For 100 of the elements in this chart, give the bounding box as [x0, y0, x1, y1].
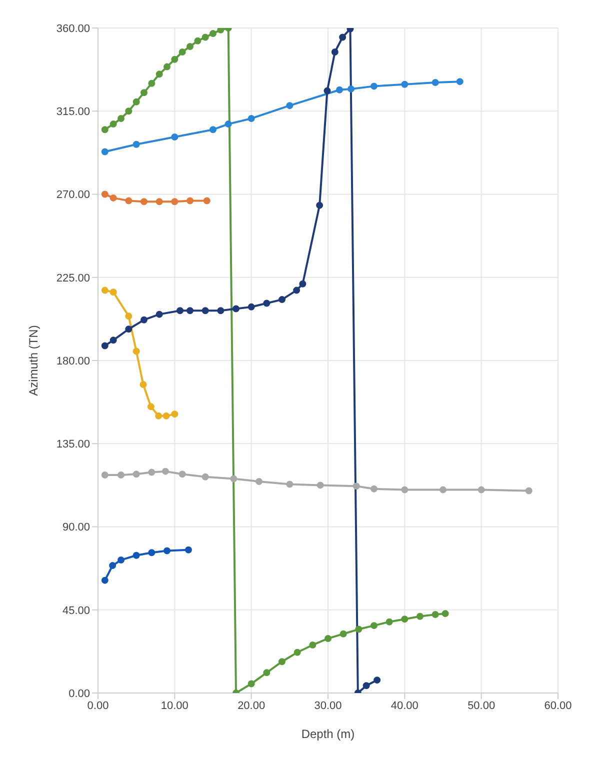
point — [217, 28, 224, 34]
point — [164, 63, 170, 70]
point — [140, 89, 148, 96]
point — [202, 473, 209, 480]
point — [148, 549, 156, 556]
point — [178, 470, 186, 478]
point — [171, 198, 178, 206]
point — [355, 626, 362, 633]
point — [140, 381, 147, 388]
point — [232, 305, 240, 312]
point — [352, 482, 360, 490]
x-tick-label: 10.00 — [160, 700, 188, 712]
point — [148, 80, 156, 87]
point — [186, 307, 194, 314]
point — [125, 312, 132, 320]
y-tick-label: 225.00 — [56, 272, 90, 284]
point — [386, 618, 393, 626]
point — [278, 658, 286, 666]
y-axis-title: Azimuth (TN) — [26, 325, 40, 396]
point — [340, 630, 347, 638]
y-tick-label: 0.00 — [68, 688, 90, 700]
x-tick-label: 50.00 — [468, 700, 496, 712]
point — [164, 547, 170, 554]
point — [101, 126, 108, 134]
point — [370, 622, 378, 630]
point — [140, 198, 148, 206]
x-tick-label: 30.00 — [314, 700, 342, 712]
point — [110, 194, 117, 202]
point — [147, 403, 154, 410]
point — [132, 470, 140, 478]
point — [203, 197, 210, 204]
point — [331, 48, 338, 56]
point — [309, 641, 316, 648]
point — [286, 480, 294, 488]
point — [294, 648, 301, 656]
point — [324, 635, 332, 642]
point — [401, 616, 408, 623]
point — [248, 680, 255, 688]
point — [316, 482, 324, 489]
point — [248, 115, 255, 122]
point — [370, 82, 378, 90]
x-axis-title: Depth (m) — [301, 727, 355, 741]
point — [194, 37, 202, 44]
point — [118, 472, 124, 479]
point — [336, 86, 343, 94]
point — [401, 486, 408, 494]
point — [109, 562, 116, 570]
point — [101, 286, 108, 294]
point — [176, 307, 184, 314]
y-tick-label: 90.00 — [62, 522, 90, 534]
point — [171, 410, 178, 418]
point — [171, 133, 178, 140]
point — [348, 85, 354, 92]
point — [184, 546, 192, 554]
point — [401, 80, 408, 88]
point — [125, 326, 132, 333]
point — [110, 120, 117, 128]
point — [178, 48, 186, 56]
point — [148, 468, 156, 476]
point — [432, 610, 439, 618]
point — [101, 148, 108, 156]
point — [456, 78, 464, 86]
y-tick-label: 360.00 — [56, 22, 90, 35]
point — [478, 486, 485, 494]
point — [432, 78, 439, 86]
point — [155, 412, 162, 420]
point — [210, 126, 216, 134]
point — [125, 197, 132, 204]
point — [210, 30, 216, 38]
point — [171, 56, 178, 63]
point — [362, 682, 370, 690]
point — [299, 280, 306, 288]
point — [118, 556, 124, 564]
point — [263, 300, 270, 307]
y-tick-label: 45.00 — [62, 604, 90, 617]
point — [256, 478, 262, 485]
point — [316, 202, 324, 209]
x-tick-label: 60.00 — [544, 700, 572, 712]
x-tick-label: 0.00 — [87, 700, 109, 712]
point — [162, 468, 169, 475]
point — [324, 87, 331, 94]
point — [186, 42, 194, 50]
point — [217, 307, 224, 314]
point — [132, 98, 140, 106]
x-tick-label: 40.00 — [390, 700, 418, 712]
point — [248, 303, 255, 310]
point — [224, 120, 232, 128]
point — [293, 286, 300, 294]
point — [230, 475, 238, 482]
point — [132, 552, 140, 559]
point — [278, 296, 286, 304]
point — [370, 485, 378, 492]
point — [132, 348, 140, 355]
point — [156, 310, 163, 318]
point — [140, 316, 148, 324]
point — [101, 342, 108, 350]
point — [156, 198, 163, 206]
point — [110, 288, 117, 296]
point — [440, 486, 446, 494]
point — [202, 307, 209, 314]
